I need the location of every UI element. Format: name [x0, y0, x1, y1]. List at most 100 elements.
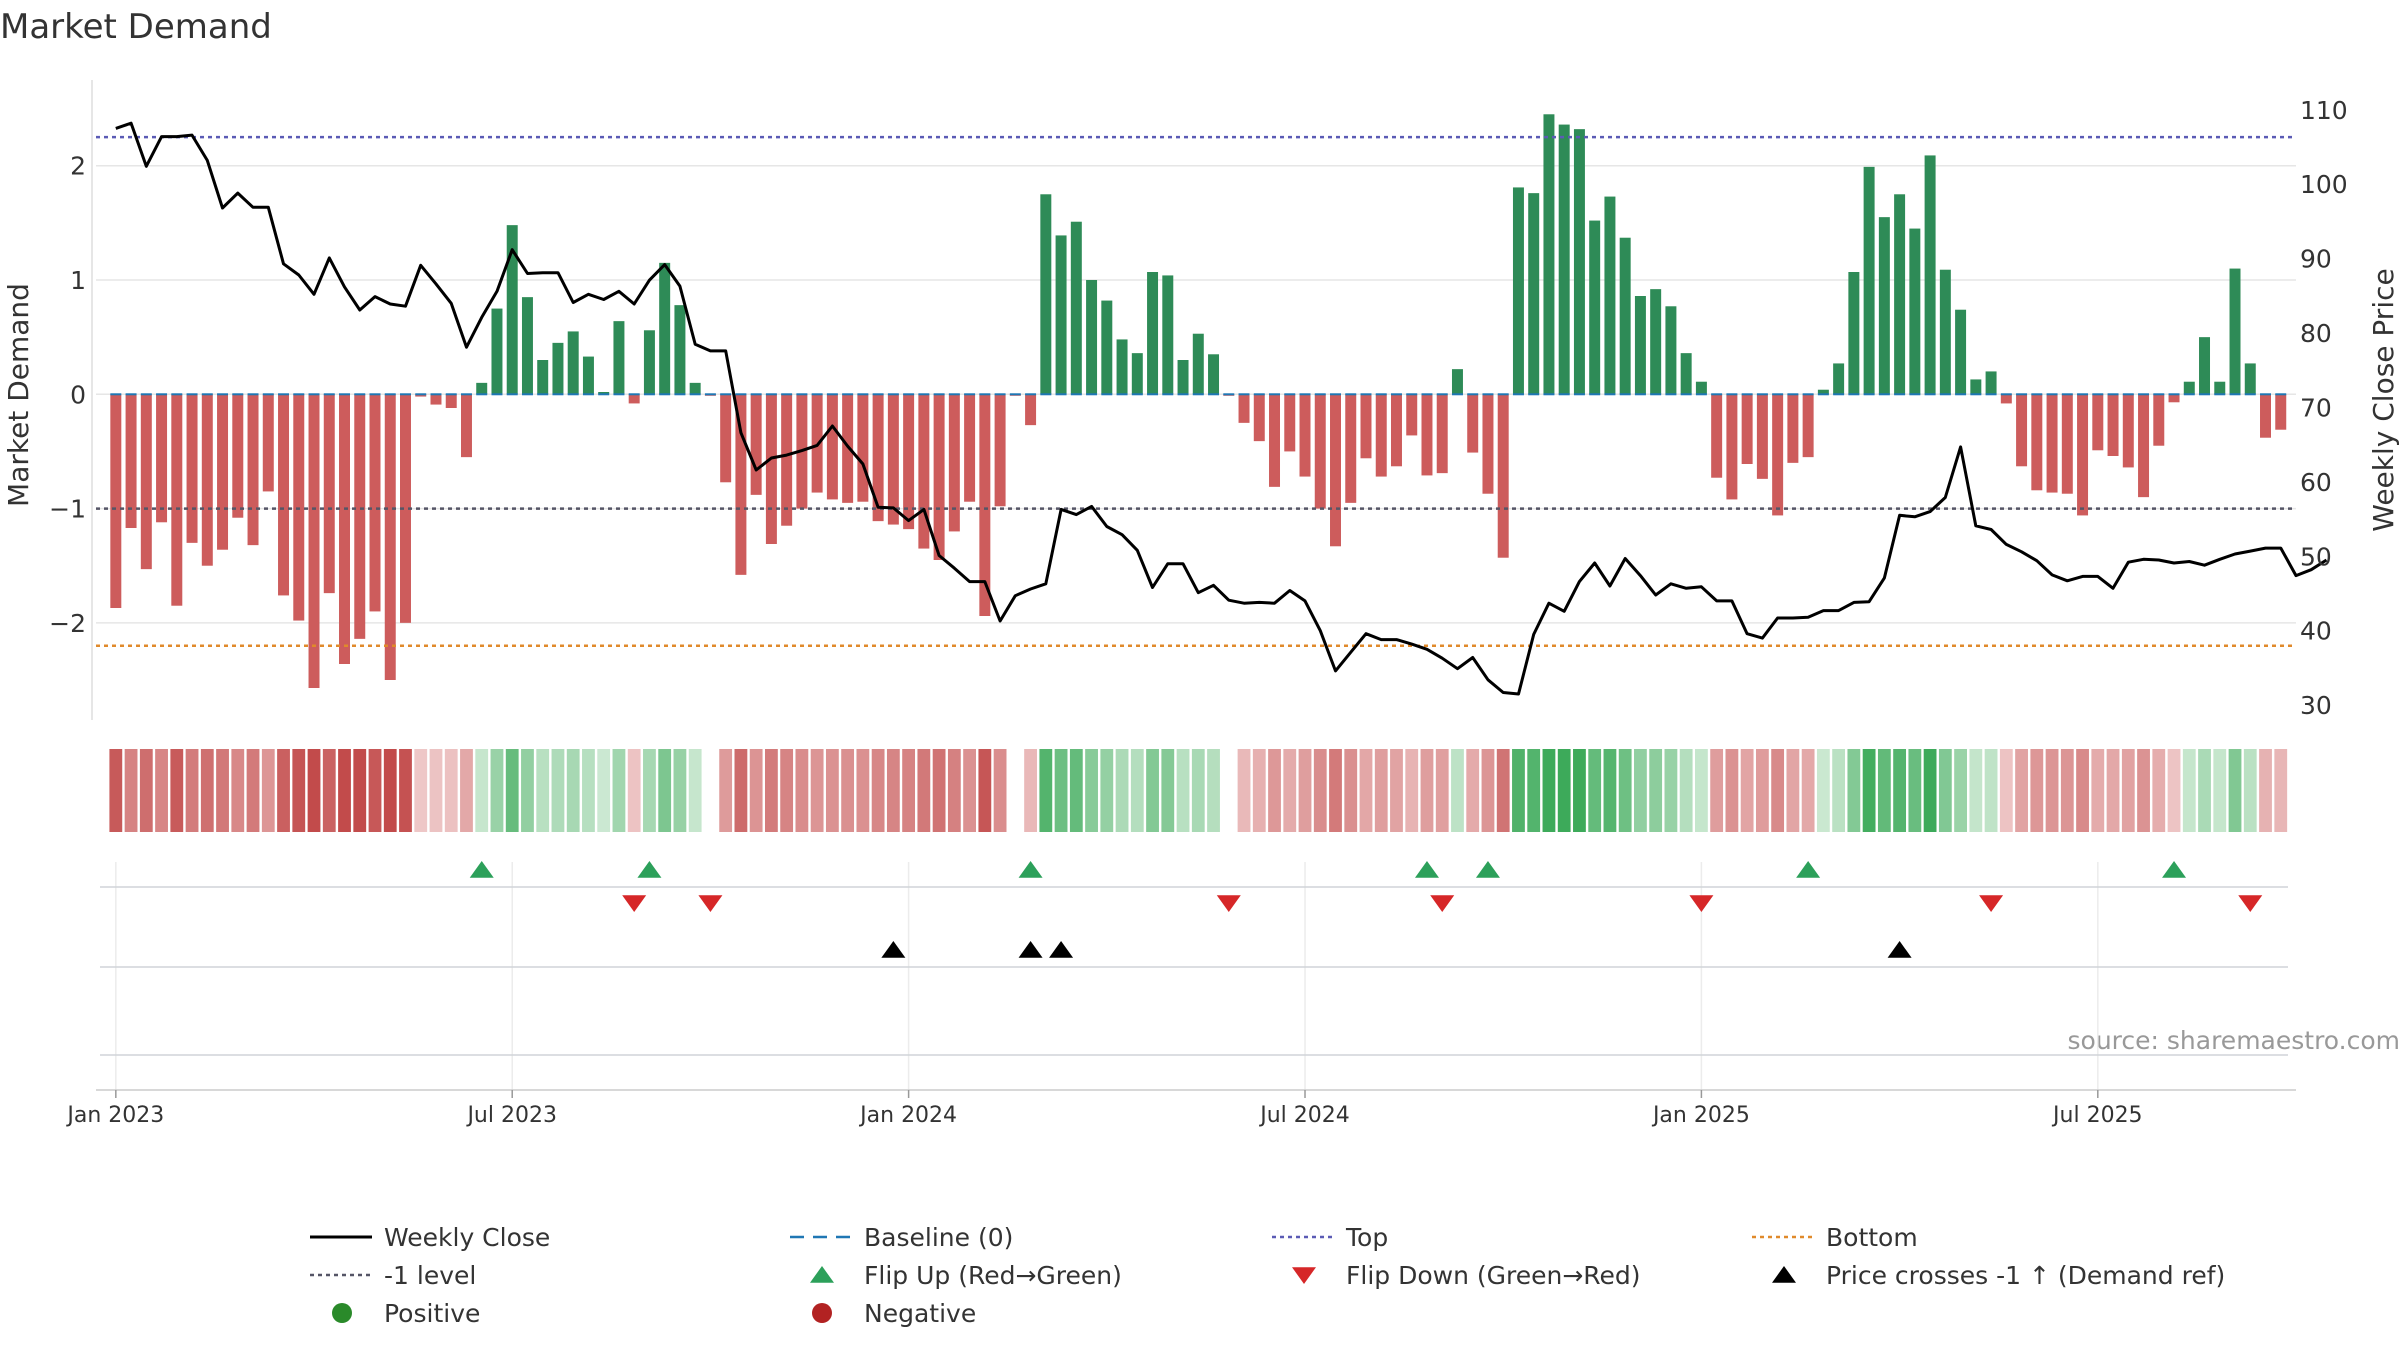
y-tick-label: 0	[70, 380, 86, 409]
demand-bar-positive	[1131, 353, 1143, 395]
heat-cell	[749, 749, 763, 832]
demand-bar-positive	[491, 308, 503, 395]
legend-label: Negative	[864, 1299, 976, 1328]
demand-bar-negative	[1375, 394, 1387, 477]
demand-bar-positive	[674, 305, 686, 395]
demand-bar-positive	[1101, 300, 1113, 395]
demand-bar-positive	[506, 225, 518, 395]
demand-bar-positive	[1543, 114, 1555, 395]
heat-cell	[673, 749, 687, 832]
demand-bar-negative	[735, 394, 747, 575]
demand-bar-positive	[1451, 369, 1463, 395]
heat-cell	[2030, 749, 2044, 832]
heat-cell	[810, 749, 824, 832]
demand-bar-negative	[2031, 394, 2043, 491]
y2-axis-label: Weekly Close Price	[2367, 268, 2400, 531]
legend: Weekly Close Baseline (0) Top Bottom -1 leve…	[310, 1223, 2225, 1328]
heat-cell	[1054, 749, 1068, 832]
y2-tick-label: 70	[2300, 393, 2332, 422]
demand-bar-positive	[2214, 381, 2226, 395]
heat-cell	[353, 749, 367, 832]
heat-cell	[1420, 749, 1434, 832]
heat-cell	[1130, 749, 1144, 832]
heat-cell	[490, 749, 504, 832]
demand-bar-positive	[476, 382, 488, 395]
heat-cell	[902, 749, 916, 832]
heat-cell	[795, 749, 809, 832]
demand-bar-positive	[1634, 296, 1646, 395]
heat-cell	[1100, 749, 1114, 832]
demand-bar-positive	[1848, 272, 1860, 395]
reference-lines-layer	[96, 135, 2296, 647]
demand-bar-negative	[1482, 394, 1494, 494]
demand-bar-negative	[2275, 394, 2287, 430]
demand-bar-positive	[1985, 371, 1997, 395]
legend-marker-triangle-up	[810, 1266, 834, 1283]
demand-bar-positive	[1589, 220, 1601, 395]
demand-bar-positive	[659, 262, 671, 395]
heat-cell	[1161, 749, 1175, 832]
demand-bar-negative	[2092, 394, 2104, 451]
flip-up-marker	[2162, 861, 2187, 878]
demand-bar-positive	[521, 297, 533, 395]
heat-cell	[1329, 749, 1342, 832]
flip-down-marker	[622, 895, 647, 912]
demand-bar-negative	[140, 394, 152, 570]
demand-bar-negative	[1802, 394, 1814, 458]
heat-cell	[200, 749, 214, 832]
demand-bar-positive	[1955, 309, 1967, 395]
demand-bar-positive	[1878, 217, 1890, 395]
demand-bar-positive	[537, 360, 549, 395]
demand-bar-negative	[1406, 394, 1418, 436]
heat-cell	[475, 749, 489, 832]
heat-cell	[1283, 749, 1297, 832]
heat-cell	[1481, 749, 1495, 832]
demand-bar-negative	[339, 394, 350, 664]
heat-cell	[597, 749, 611, 832]
heat-cell	[231, 749, 245, 832]
demand-bar-negative	[1299, 394, 1311, 477]
legend-label: Top	[1345, 1223, 1388, 1252]
demand-bar-positive	[2229, 268, 2241, 395]
heat-cell	[582, 749, 595, 832]
demand-bar-negative	[872, 394, 884, 522]
heat-cell	[1740, 749, 1754, 832]
demand-bar-negative	[979, 394, 991, 616]
heat-cell	[109, 749, 123, 832]
heat-cell	[1313, 749, 1327, 832]
legend-label: Positive	[384, 1299, 480, 1328]
demand-bar-negative	[750, 394, 762, 495]
demand-bar-positive	[1695, 381, 1707, 395]
demand-bar-negative	[1238, 394, 1250, 423]
demand-bar-negative	[2046, 394, 2058, 493]
heat-cell	[719, 749, 733, 832]
heat-cell	[2243, 749, 2257, 832]
y-tick-label: −2	[49, 609, 86, 638]
heat-cell	[2274, 749, 2288, 832]
heat-strip-layer	[109, 749, 2288, 832]
demand-bar-negative	[857, 394, 869, 502]
heat-cell	[1573, 749, 1586, 832]
x-tick-label: Jul 2024	[1258, 1103, 1350, 1128]
demand-bar-negative	[1360, 394, 1372, 459]
heat-cell	[1908, 749, 1922, 832]
heat-cell	[505, 749, 519, 832]
demand-bar-negative	[994, 394, 1006, 507]
heat-cell	[1649, 749, 1663, 832]
demand-bar-negative	[2000, 394, 2012, 404]
flip-down-marker	[1216, 895, 1241, 912]
heat-cell	[1512, 749, 1525, 832]
demand-bar-positive	[1040, 194, 1052, 395]
demand-bar-positive	[1086, 280, 1098, 395]
price-cross-marker	[1049, 941, 1074, 958]
demand-bar-negative	[445, 394, 457, 408]
heat-cell	[414, 749, 428, 832]
demand-bar-negative	[964, 394, 976, 502]
heat-cell	[307, 749, 321, 832]
heat-cell	[764, 749, 778, 832]
heat-cell	[871, 749, 885, 832]
demand-bar-negative	[2107, 394, 2119, 456]
demand-bar-positive	[1208, 354, 1220, 395]
demand-bar-positive	[567, 331, 579, 395]
